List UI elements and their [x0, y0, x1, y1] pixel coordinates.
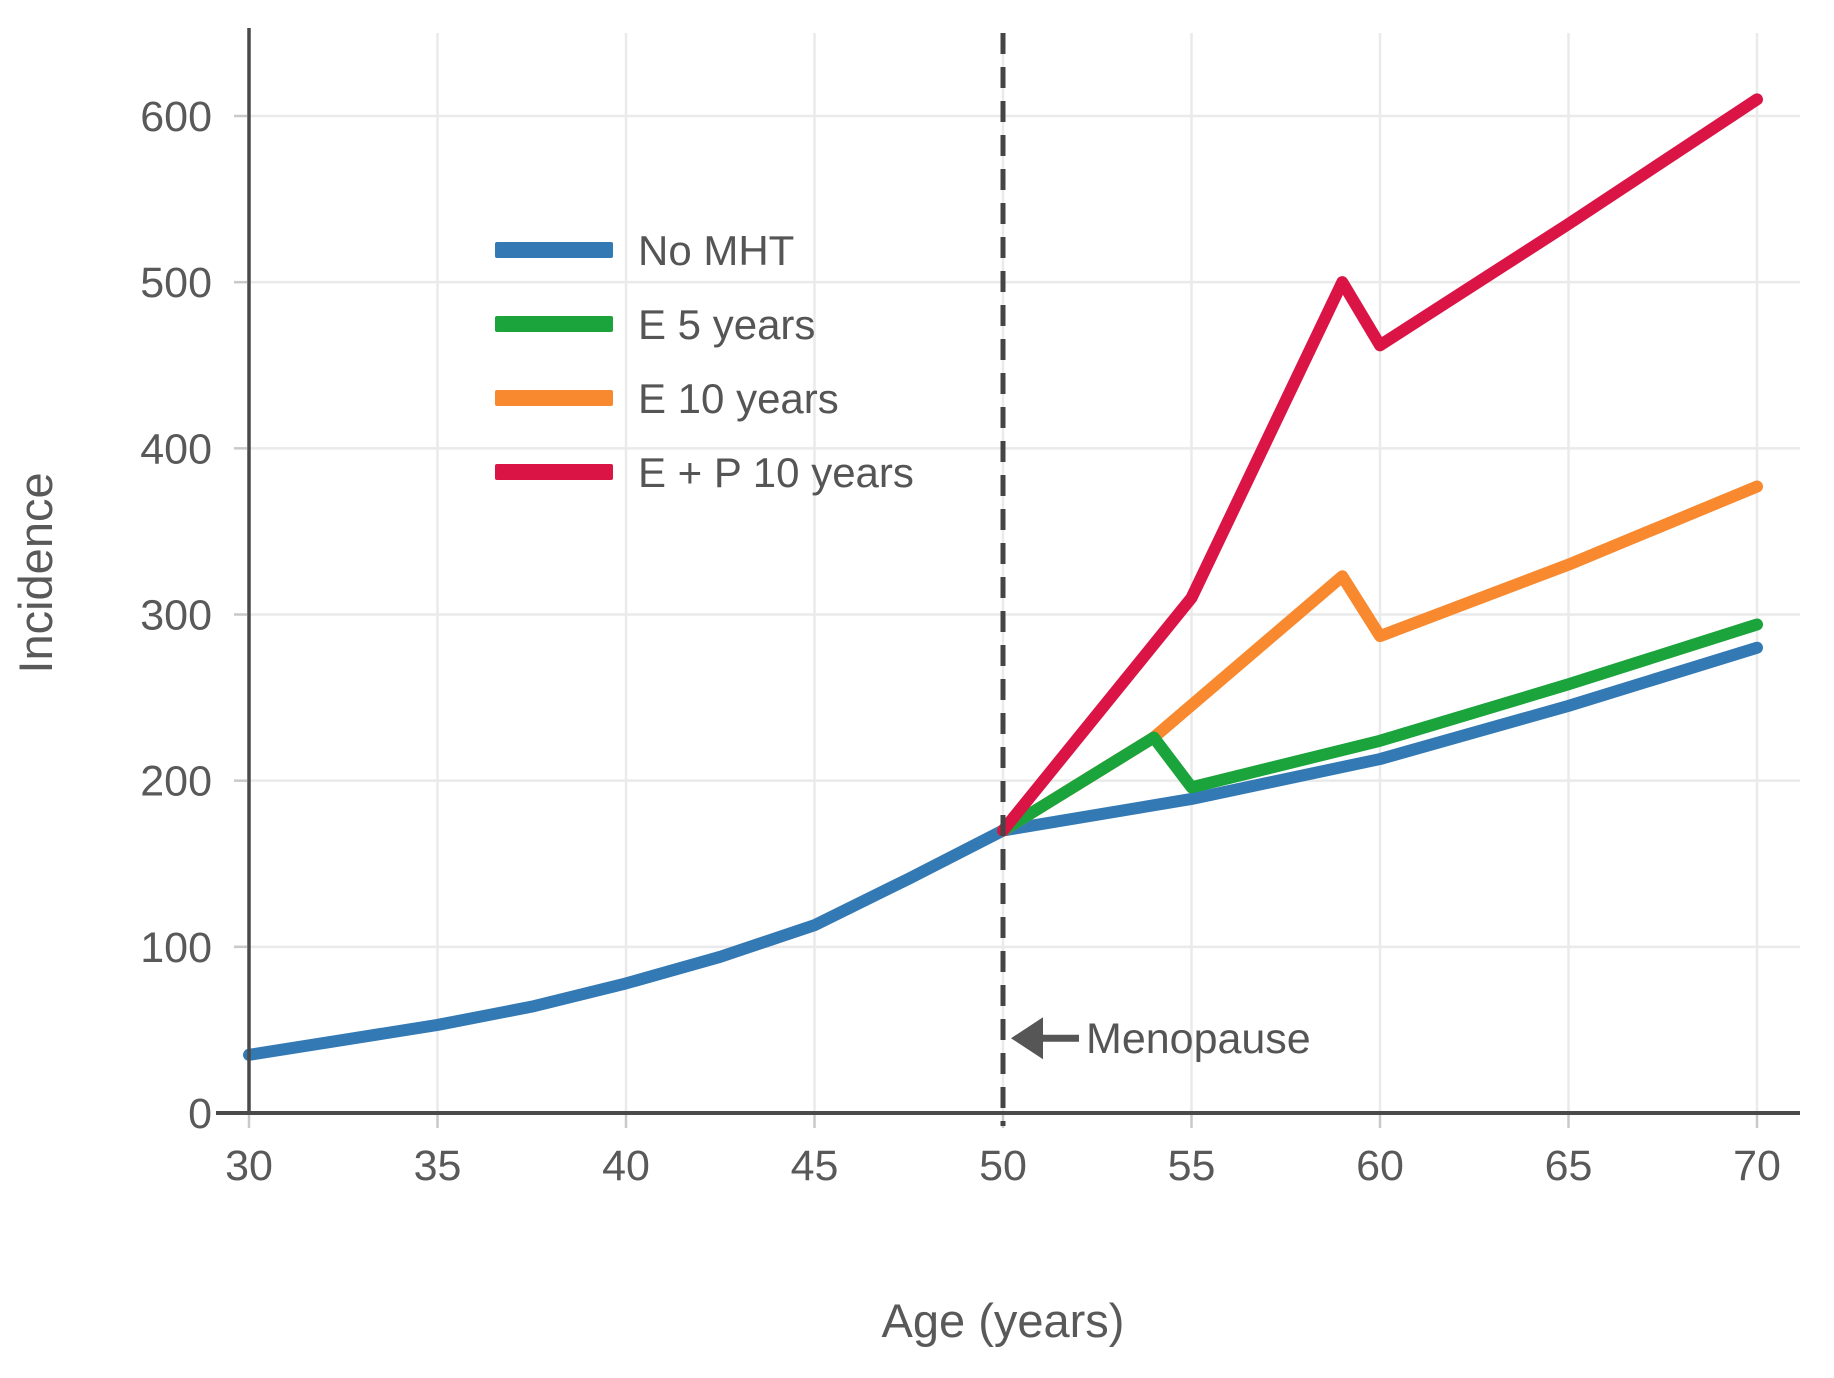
series-lines [243, 93, 1763, 1061]
y-tick-label: 400 [140, 425, 212, 473]
y-tick-label: 100 [140, 924, 212, 972]
series-line-no-mht [243, 641, 1763, 1061]
legend: No MHT E 5 years E 10 years E + P 10 years [495, 227, 914, 496]
legend-item: E 10 years [495, 375, 839, 422]
legend-label: No MHT [638, 227, 794, 274]
series-line-e-5-years [997, 618, 1763, 837]
x-tick-label: 65 [1545, 1142, 1593, 1190]
x-tick-label: 60 [1356, 1142, 1404, 1190]
y-tick-label: 300 [140, 592, 212, 640]
x-tick-label: 55 [1168, 1142, 1216, 1190]
axis-spines [216, 28, 1800, 1115]
menopause-annotation: Menopause [1011, 1015, 1311, 1063]
x-tick-label: 70 [1733, 1142, 1781, 1190]
legend-swatch [495, 464, 613, 480]
left-arrow-icon [1011, 1017, 1079, 1060]
x-tick-label: 30 [225, 1142, 273, 1190]
x-tick-label: 40 [602, 1142, 650, 1190]
tick-marks [234, 114, 1759, 1128]
x-tick-label: 45 [791, 1142, 839, 1190]
y-tick-label: 600 [140, 93, 212, 141]
x-axis-title: Age (years) [882, 1294, 1125, 1347]
y-tick-label: 200 [140, 758, 212, 806]
x-tick-label: 35 [414, 1142, 462, 1190]
legend-swatch [495, 316, 613, 332]
legend-label: E + P 10 years [638, 449, 914, 496]
gridlines [249, 33, 1800, 1113]
series-line-e-p-10-years [997, 93, 1763, 837]
legend-item: E 5 years [495, 301, 815, 348]
legend-swatch [495, 390, 613, 406]
legend-label: E 10 years [638, 375, 839, 422]
legend-item: E + P 10 years [495, 449, 914, 496]
x-tick-label: 50 [979, 1142, 1027, 1190]
y-axis-title: Incidence [9, 472, 62, 673]
tick-labels: 30 35 40 45 50 55 60 65 70 0 100 200 300 400 500 600 [140, 93, 1781, 1190]
y-tick-label: 0 [188, 1090, 212, 1138]
legend-label: E 5 years [638, 301, 815, 348]
annotation-label: Menopause [1086, 1015, 1311, 1063]
legend-swatch [495, 242, 613, 258]
y-tick-label: 500 [140, 259, 212, 307]
legend-item: No MHT [495, 227, 794, 274]
arrow-head [1011, 1017, 1043, 1060]
